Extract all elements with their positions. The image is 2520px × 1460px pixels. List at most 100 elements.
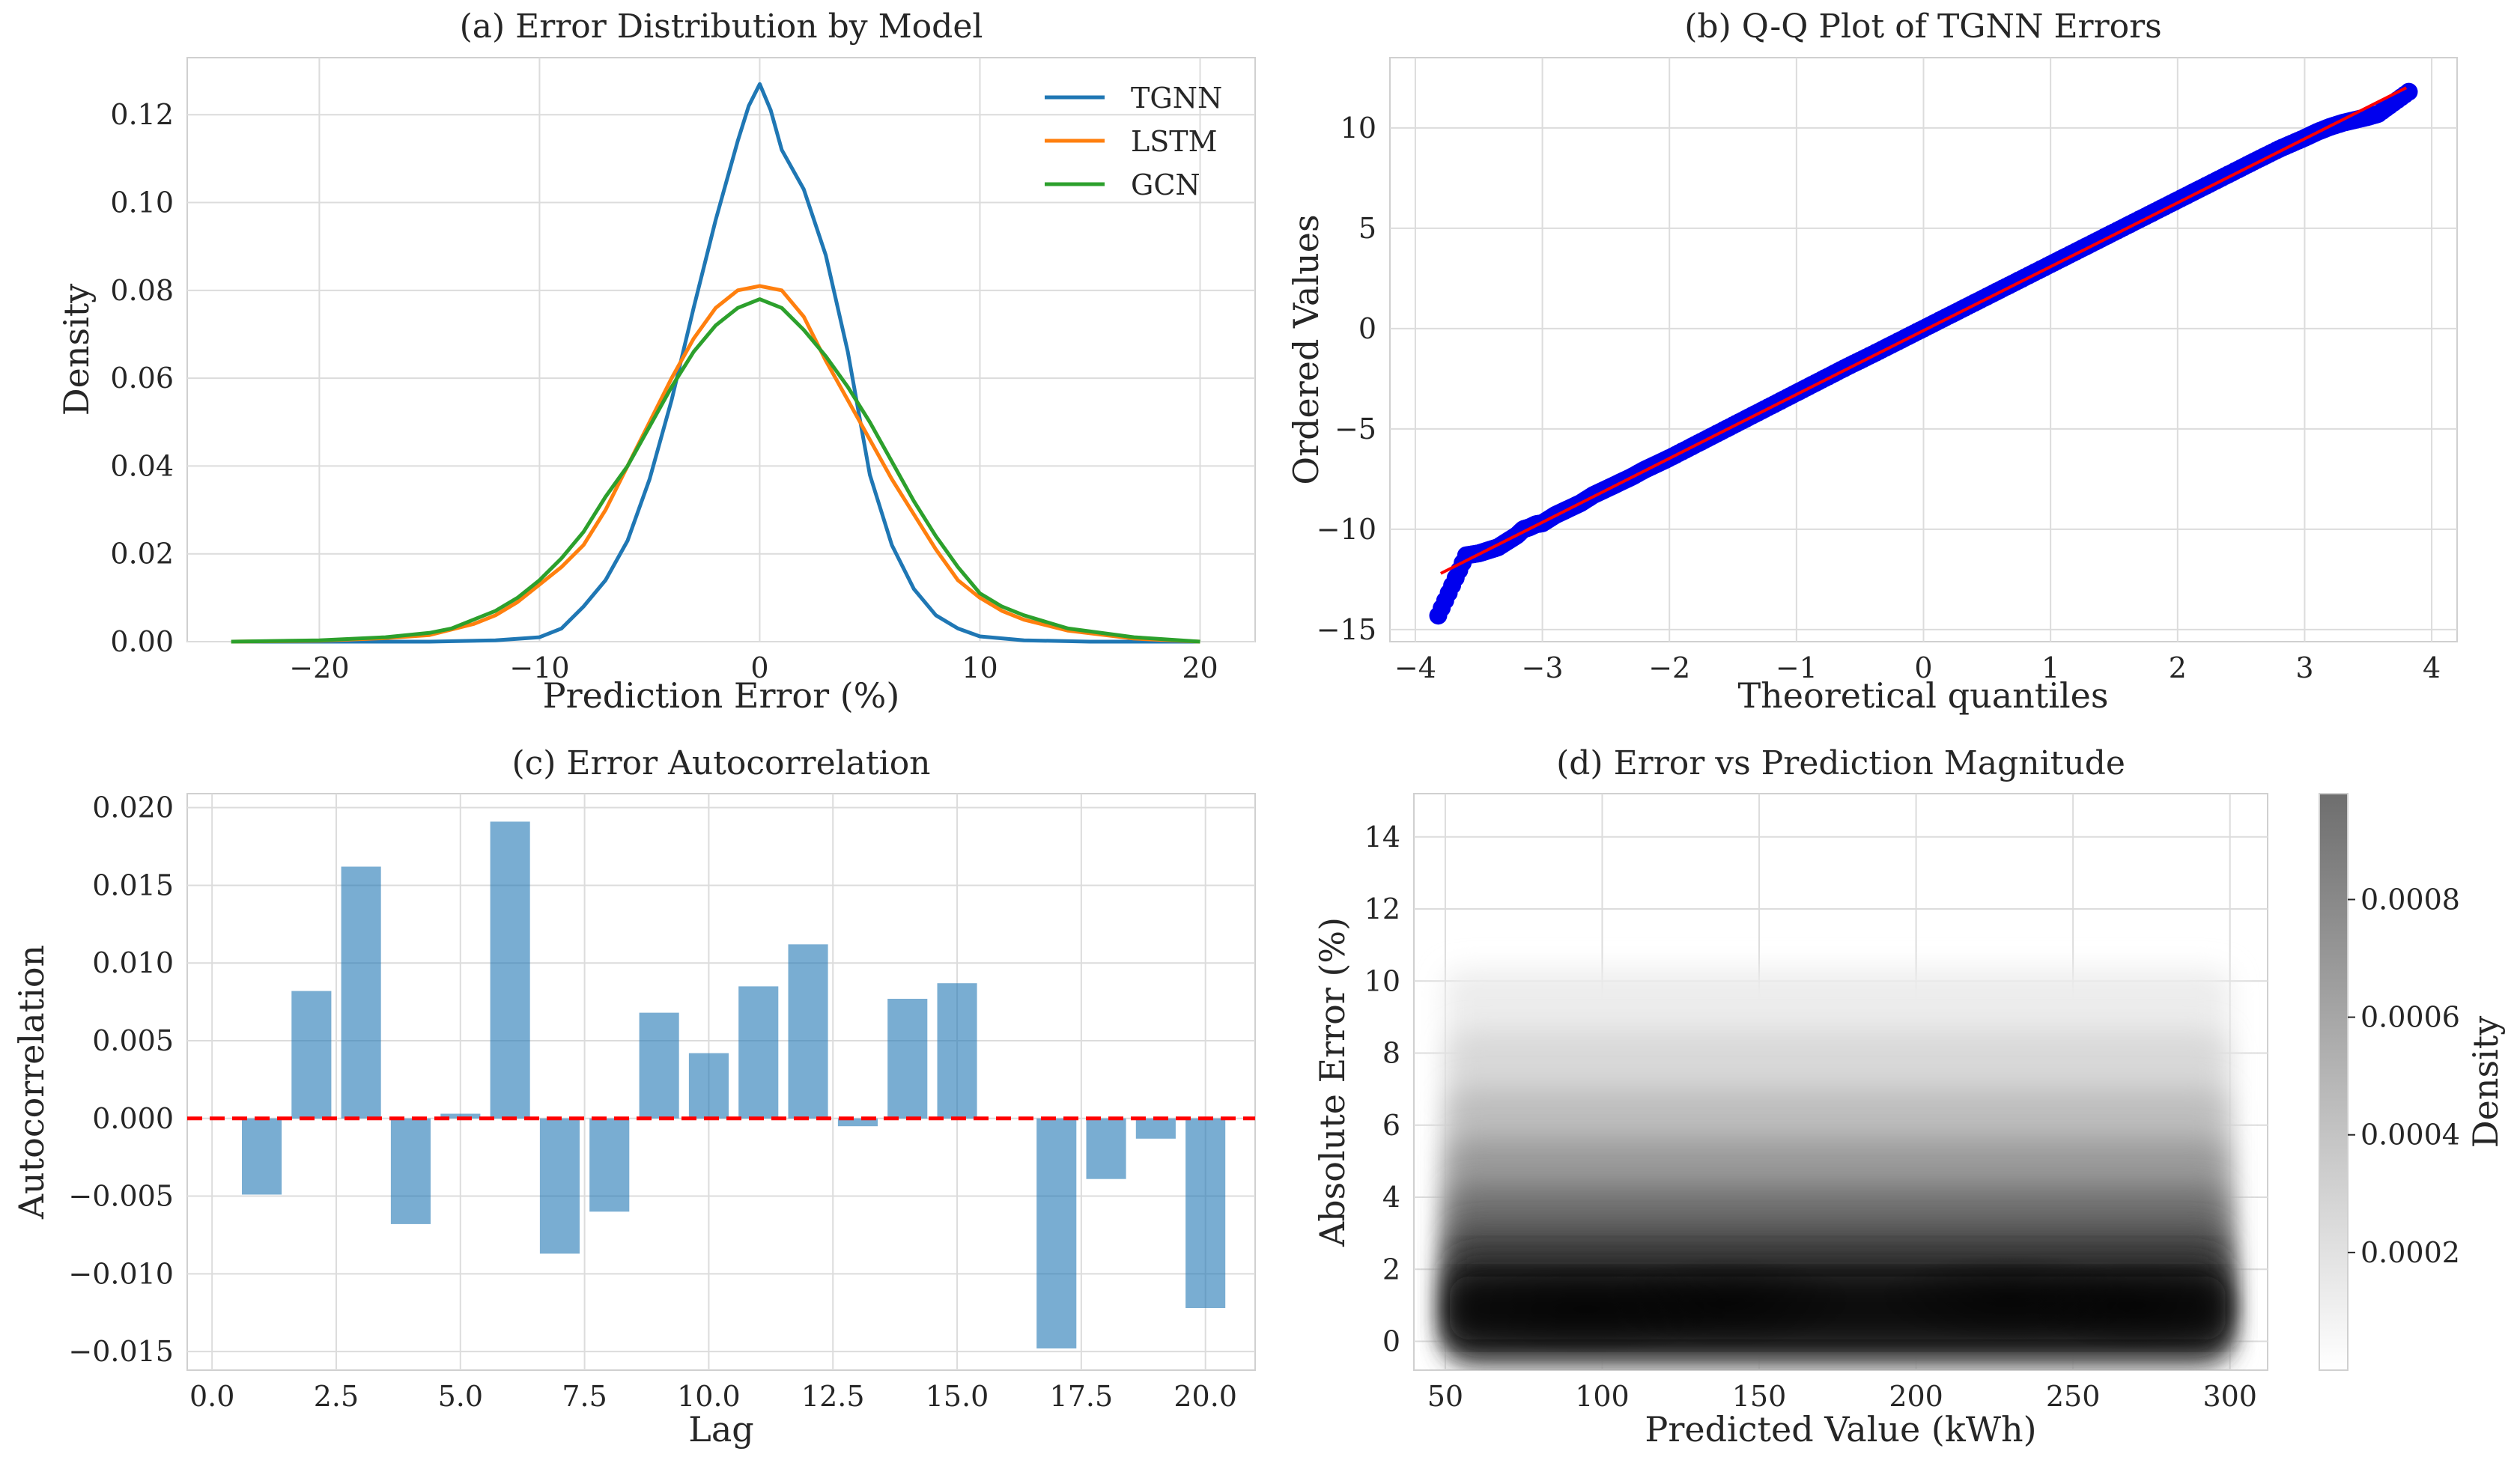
panel-c-y-ticks: −0.015 −0.010 −0.005 0.000 0.005 0.010 0.015 0.…: [68, 791, 174, 1368]
y-tick-label: 2: [1382, 1253, 1400, 1286]
panel-a-plot-area: [186, 57, 1256, 642]
panel-b-title: (b) Q-Q Plot of TGNN Errors: [1684, 7, 2161, 46]
panel-a-density-plot: −20 −10 0 10 20 0.00 0.02 0.04 0.06 0.08 0.10 0.12…: [56, 7, 1256, 716]
panel-c-bars: [242, 821, 1226, 1348]
autocorrelation-bar-lag-9: [639, 1012, 679, 1119]
heat-core-4: [2023, 1260, 2248, 1351]
panel-c-y-label: Autocorrelation: [11, 945, 52, 1220]
autocorrelation-bar-lag-13: [837, 1118, 878, 1127]
x-tick-label: −10: [509, 651, 569, 684]
x-tick-label: −1: [1776, 651, 1818, 684]
y-tick-label: 0.04: [110, 449, 174, 482]
legend-label-gcn: GCN: [1131, 168, 1200, 201]
x-tick-label: 0: [750, 651, 768, 684]
x-tick-label: 10.0: [677, 1380, 741, 1413]
colorbar-tick-label: 0.0004: [2360, 1119, 2460, 1152]
panel-b-x-label: Theoretical quantiles: [1737, 675, 2108, 716]
panel-c-bar-chart: 0.0 2.5 5.0 7.5 10.0 12.5 15.0 17.5 20.0 −0.015−…: [11, 744, 1256, 1450]
panel-a-x-ticks: −20 −10 0 10 20: [289, 651, 1218, 684]
panel-a-legend: TGNN LSTM GCN: [1045, 82, 1222, 201]
autocorrelation-bar-lag-20: [1185, 1118, 1226, 1308]
panel-d-y-label: Absolute Error (%): [1312, 917, 1352, 1247]
qq-fit-line: [1439, 86, 2408, 575]
y-tick-label: 8: [1382, 1037, 1400, 1070]
x-tick-label: 150: [1732, 1380, 1787, 1413]
x-tick-label: −4: [1394, 651, 1436, 684]
y-tick-label: 0.00: [110, 625, 174, 658]
panel-c-x-label: Lag: [688, 1409, 753, 1450]
y-tick-label: 10: [1341, 112, 1376, 145]
panel-d-density-heatmap: 50 100 150 200 250 300 0 2 4 6 8 10 12 14 (d) Error …: [1312, 744, 2506, 1450]
x-tick-label: 12.5: [801, 1380, 865, 1413]
series-line-gcn: [231, 297, 1200, 644]
autocorrelation-bar-lag-6: [490, 821, 530, 1119]
panel-d-x-label: Predicted Value (kWh): [1645, 1409, 2036, 1450]
x-tick-label: −2: [1648, 651, 1690, 684]
autocorrelation-bar-lag-1: [242, 1118, 282, 1195]
y-tick-label: 10: [1364, 964, 1400, 997]
panel-d-heat-layer: [1436, 970, 2248, 1360]
autocorrelation-bar-lag-11: [738, 986, 779, 1119]
y-tick-label: −0.015: [68, 1335, 174, 1368]
y-tick-label: −0.010: [68, 1257, 174, 1290]
panel-b-x-ticks: −4 −3 −2 −1 0 1 2 3 4: [1394, 651, 2441, 684]
y-tick-label: 4: [1382, 1181, 1400, 1214]
legend-label-lstm: LSTM: [1131, 125, 1218, 158]
y-tick-label: 0.020: [92, 791, 174, 824]
y-tick-label: 0.015: [92, 869, 174, 901]
autocorrelation-bar-lag-5: [440, 1113, 481, 1119]
colorbar-ticks: 0.0002 0.0004 0.0006 0.0008: [2348, 883, 2460, 1269]
panel-b-fit-line: [1439, 86, 2408, 575]
y-tick-label: 0.005: [92, 1024, 174, 1057]
x-tick-label: −3: [1522, 651, 1564, 684]
panel-c-x-ticks: 0.0 2.5 5.0 7.5 10.0 12.5 15.0 17.5 20.0: [189, 1380, 1237, 1413]
x-tick-label: 200: [1889, 1380, 1943, 1413]
autocorrelation-bar-lag-14: [887, 999, 928, 1119]
x-tick-label: 300: [2202, 1380, 2257, 1413]
x-tick-label: 3: [2295, 651, 2313, 684]
y-tick-label: 14: [1364, 821, 1400, 854]
panel-a-y-label: Density: [56, 284, 97, 416]
colorbar-tick-label: 0.0006: [2360, 1001, 2460, 1034]
x-tick-label: 0: [1914, 651, 1932, 684]
autocorrelation-bar-lag-15: [937, 983, 977, 1119]
legend-label-tgnn: TGNN: [1131, 82, 1222, 115]
x-tick-label: 2: [2169, 651, 2187, 684]
autocorrelation-bar-lag-10: [688, 1053, 729, 1119]
panel-d-y-ticks: 0 2 4 6 8 10 12 14: [1364, 821, 1400, 1358]
x-tick-label: 100: [1575, 1380, 1630, 1413]
y-tick-label: 0.02: [110, 538, 174, 571]
colorbar: [2319, 793, 2349, 1371]
x-tick-label: 0.0: [189, 1380, 234, 1413]
series-line-lstm: [231, 284, 1200, 644]
x-tick-label: 10: [962, 651, 998, 684]
y-tick-label: 0.000: [92, 1102, 174, 1135]
panel-a-title: (a) Error Distribution by Model: [460, 7, 983, 46]
autocorrelation-bar-lag-8: [589, 1118, 630, 1212]
colorbar-tick-label: 0.0002: [2360, 1236, 2460, 1269]
x-tick-label: 2.5: [314, 1380, 359, 1413]
panel-d-x-ticks: 50 100 150 200 250 300: [1427, 1380, 2257, 1413]
series-line-tgnn: [231, 82, 1200, 644]
x-tick-label: 250: [2046, 1380, 2101, 1413]
autocorrelation-bar-lag-19: [1135, 1118, 1176, 1139]
x-tick-label: 50: [1427, 1380, 1463, 1413]
panel-d-title: (d) Error vs Prediction Magnitude: [1556, 744, 2125, 782]
y-tick-label: −0.005: [68, 1180, 174, 1213]
y-tick-label: −5: [1335, 413, 1376, 445]
y-tick-label: 12: [1364, 892, 1400, 925]
panel-b-y-label: Ordered Values: [1286, 214, 1326, 484]
y-tick-label: 0.12: [110, 98, 174, 131]
colorbar-tick-label: 0.0008: [2360, 883, 2460, 916]
x-tick-label: 4: [2423, 651, 2441, 684]
x-tick-label: 7.5: [562, 1380, 607, 1413]
autocorrelation-bar-lag-4: [390, 1118, 431, 1224]
panel-c-title: (c) Error Autocorrelation: [511, 744, 930, 782]
y-tick-label: 0.10: [110, 186, 174, 219]
x-tick-label: 17.5: [1050, 1380, 1114, 1413]
autocorrelation-bar-lag-3: [341, 866, 381, 1119]
y-tick-label: 5: [1358, 212, 1376, 245]
autocorrelation-bar-lag-2: [291, 991, 332, 1119]
y-tick-label: 0: [1382, 1325, 1400, 1358]
